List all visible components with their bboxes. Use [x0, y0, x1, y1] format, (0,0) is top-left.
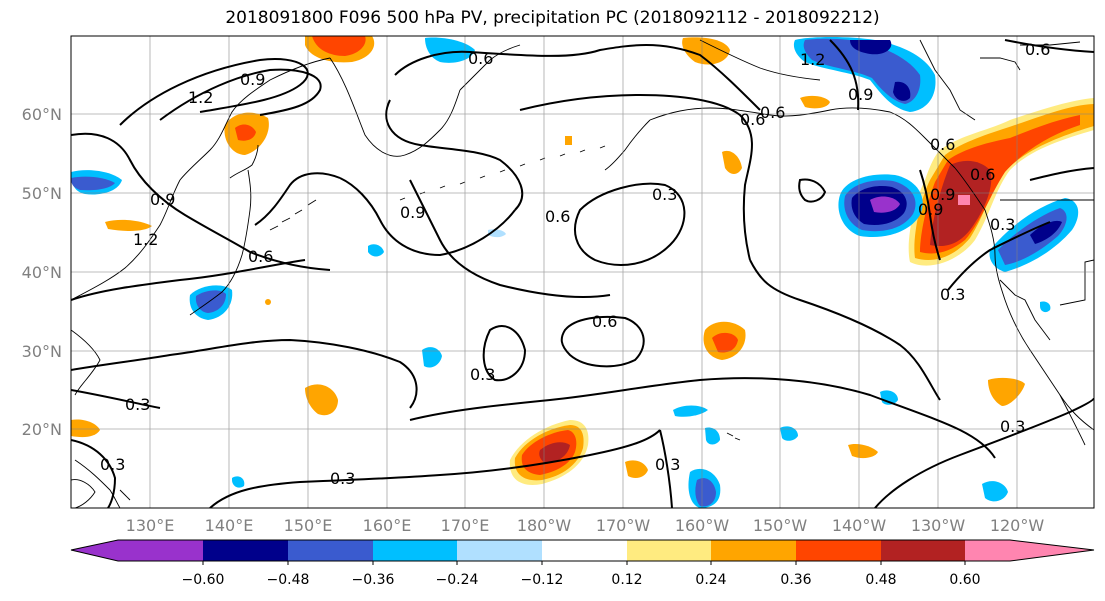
longitude-labels: 130°E 140°E 150°E 160°E 170°E 180°W 170°…: [126, 516, 1045, 535]
contour-label: 0.3: [125, 395, 150, 414]
colorbar-cell: [71, 540, 118, 561]
colorbar-tick-label: −0.36: [352, 572, 395, 588]
colorbar: −0.60 −0.48 −0.36 −0.24 −0.12 0.12 0.24 …: [71, 540, 1094, 588]
lon-label: 160°W: [675, 516, 730, 535]
colorbar-cell: [373, 540, 457, 561]
colorbar-cell: [1010, 540, 1094, 561]
lon-label: 150°E: [284, 516, 333, 535]
contour-label: 0.6: [760, 103, 785, 122]
colorbar-tick-label: 0.36: [780, 572, 811, 588]
colorbar-cell: [457, 540, 542, 561]
lat-label: 40°N: [22, 263, 62, 282]
colorbar-tick-label: 0.12: [611, 572, 642, 588]
lon-label: 170°W: [596, 516, 651, 535]
contour-label: 1.2: [133, 230, 158, 249]
contour-label: 1.2: [188, 88, 213, 107]
colorbar-tick-label: 0.24: [695, 572, 726, 588]
contour-label: 0.6: [545, 207, 570, 226]
lon-label: 160°E: [363, 516, 412, 535]
contour-label: 0.9: [240, 70, 265, 89]
lon-label: 130°W: [911, 516, 966, 535]
lon-label: 140°E: [205, 516, 254, 535]
latitude-labels: 60°N 50°N 40°N 30°N 20°N: [22, 105, 62, 439]
colorbar-cell: [711, 540, 796, 561]
contour-label: 0.6: [468, 49, 493, 68]
contour-label: 0.6: [248, 247, 273, 266]
contour-label: 0.6: [970, 165, 995, 184]
lon-label: 130°E: [126, 516, 175, 535]
lat-label: 30°N: [22, 342, 62, 361]
colorbar-cell: [881, 540, 965, 561]
colorbar-cell: [118, 540, 203, 561]
contour-label: 0.9: [150, 190, 175, 209]
contour-label: 0.3: [100, 455, 125, 474]
contour-label: 0.3: [990, 215, 1015, 234]
contour-label: 0.6: [930, 135, 955, 154]
colorbar-cell: [627, 540, 711, 561]
contour-label: 0.3: [470, 365, 495, 384]
lon-label: 150°W: [753, 516, 808, 535]
contour-label: 0.3: [1000, 417, 1025, 436]
map-figure: 1.2 0.9 0.6 0.6 0.9 1.2 0.9 0.6 0.6 0.9 …: [0, 0, 1105, 601]
colorbar-cell: [965, 540, 1010, 561]
colorbar-cell: [203, 540, 288, 561]
lon-label: 170°E: [441, 516, 490, 535]
lon-label: 140°W: [832, 516, 887, 535]
contour-label: 0.9: [400, 203, 425, 222]
colorbar-tick-label: −0.24: [436, 572, 479, 588]
contour-label: 1.2: [800, 50, 825, 69]
contour-label: 0.9: [848, 85, 873, 104]
lon-label: 120°W: [990, 516, 1045, 535]
lat-label: 50°N: [22, 184, 62, 203]
colorbar-tick-label: 0.48: [865, 572, 896, 588]
colorbar-tick-label: −0.12: [521, 572, 564, 588]
lat-label: 20°N: [22, 420, 62, 439]
contour-label: 0.6: [592, 312, 617, 331]
lon-label: 180°W: [517, 516, 572, 535]
colorbar-tick-label: −0.60: [182, 572, 225, 588]
contour-label: 0.6: [1025, 40, 1050, 59]
contour-label: 0.3: [330, 469, 355, 488]
contour-label: 0.3: [652, 185, 677, 204]
lat-label: 60°N: [22, 105, 62, 124]
colorbar-cell: [542, 540, 627, 561]
contour-label: 0.3: [940, 285, 965, 304]
colorbar-tick-label: −0.48: [267, 572, 310, 588]
contour-label: 0.9: [930, 185, 955, 204]
colorbar-cell: [288, 540, 373, 561]
colorbar-cell: [796, 540, 881, 561]
colorbar-tick-label: 0.60: [949, 572, 980, 588]
contour-label: 0.3: [655, 455, 680, 474]
